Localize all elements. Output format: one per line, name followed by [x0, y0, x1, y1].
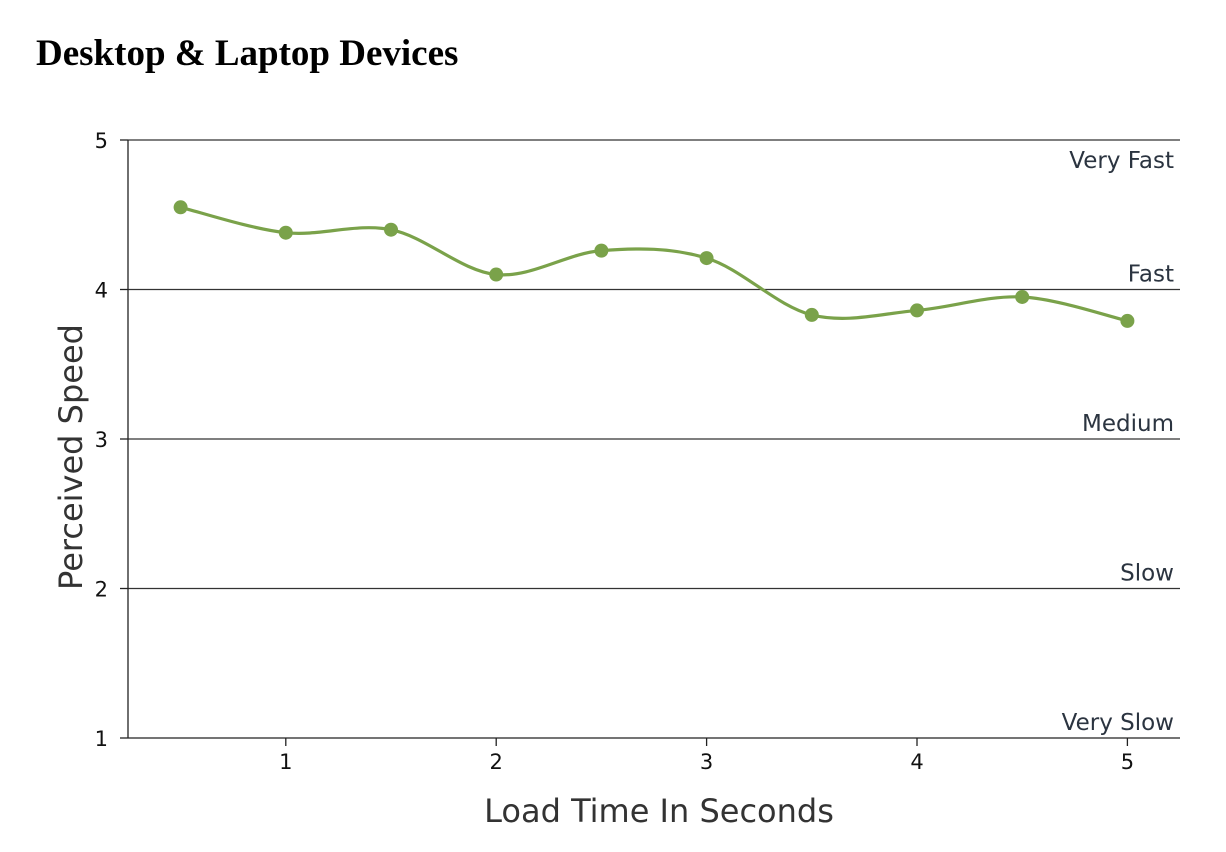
- level-label: Very Slow: [1062, 710, 1174, 736]
- series-line: [179, 205, 1129, 323]
- data-point: [173, 200, 188, 215]
- x-axis-title: Load Time In Seconds: [484, 792, 834, 830]
- page-title: Desktop & Laptop Devices: [36, 33, 459, 74]
- x-tick-label: 2: [490, 750, 503, 774]
- x-tick-label: 3: [700, 750, 713, 774]
- data-point: [910, 303, 924, 318]
- y-tick-label: 3: [95, 428, 108, 452]
- level-label: Slow: [1120, 561, 1174, 587]
- y-tick-label: 5: [95, 129, 108, 153]
- x-tick-label: 5: [1121, 750, 1134, 774]
- y-axis-title: Perceived Speed: [52, 324, 90, 590]
- gridlines: [128, 139, 1180, 590]
- tick-labels: 1 2 3 4 5 1 2 3 4 5: [95, 129, 1134, 774]
- data-point: [699, 251, 714, 266]
- data-point: [384, 222, 398, 237]
- level-labels: Very Fast Fast Medium Slow Very Slow: [1062, 148, 1174, 736]
- x-tick-label: 1: [279, 750, 292, 774]
- x-tick-label: 4: [910, 750, 923, 774]
- data-point: [804, 307, 819, 322]
- level-label: Fast: [1128, 262, 1174, 288]
- data-point: [1120, 313, 1135, 328]
- level-label: Very Fast: [1069, 148, 1174, 174]
- data-point: [278, 225, 293, 240]
- data-point: [594, 243, 609, 258]
- data-point: [489, 267, 504, 282]
- y-tick-label: 2: [95, 578, 108, 602]
- y-tick-label: 1: [95, 727, 108, 751]
- data-point: [1015, 289, 1030, 304]
- series: [173, 200, 1135, 328]
- y-tick-label: 4: [95, 279, 108, 303]
- level-label: Medium: [1082, 411, 1174, 437]
